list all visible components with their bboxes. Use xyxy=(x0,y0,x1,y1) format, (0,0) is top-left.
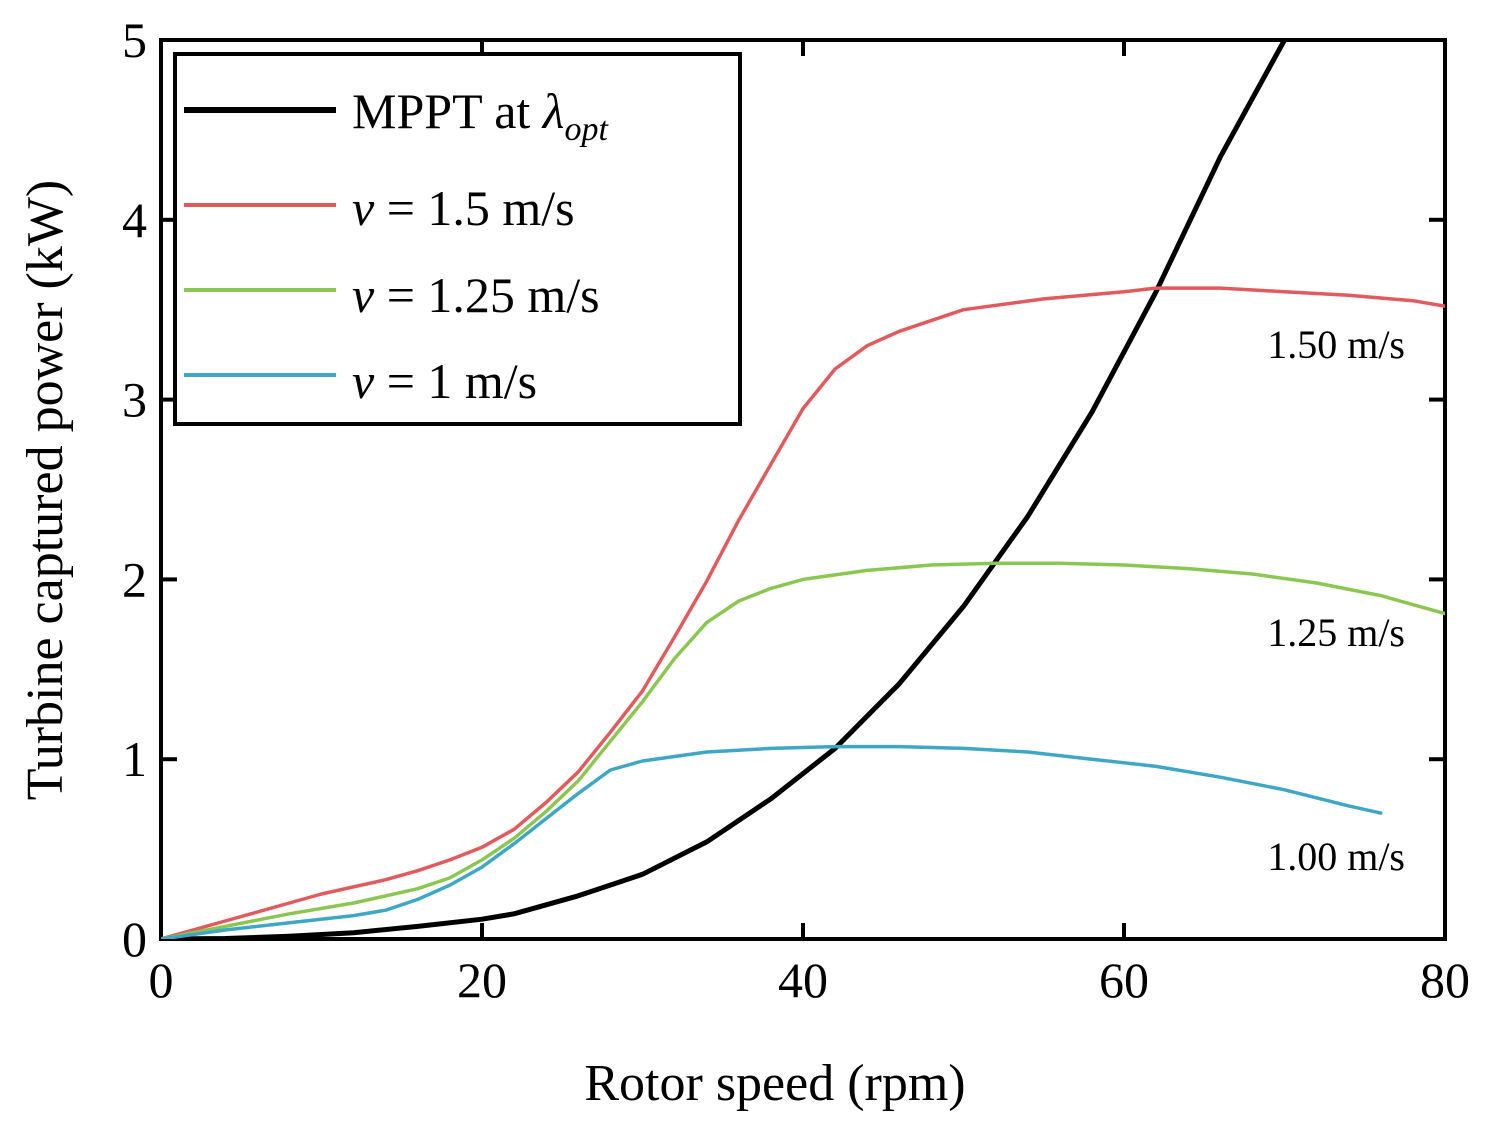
legend-entry-1-5: v = 1.5 m/s xyxy=(352,180,575,236)
end-label-1-00: 1.00 m/s xyxy=(1267,834,1405,879)
x-tick-label: 40 xyxy=(778,952,828,1008)
legend-entry-mppt: MPPT at λopt xyxy=(352,83,609,148)
y-tick-label: 2 xyxy=(122,551,147,607)
axis-tick-labels: 0 20 40 60 80 0 1 2 3 4 5 xyxy=(122,12,1470,1008)
legend: MPPT at λopt v = 1.5 m/s v = 1.25 m/s v … xyxy=(173,52,742,426)
x-tick-label: 60 xyxy=(1099,952,1149,1008)
y-tick-label: 1 xyxy=(122,731,147,787)
end-label-1-5: 1.50 m/s xyxy=(1267,322,1405,367)
x-tick-label: 0 xyxy=(149,952,174,1008)
legend-box xyxy=(173,52,742,426)
legend-entry-1-25: v = 1.25 m/s xyxy=(352,267,600,323)
y-tick-label: 4 xyxy=(122,192,147,248)
series-line-1-5 xyxy=(161,286,1445,939)
y-tick-label: 5 xyxy=(122,12,147,68)
x-tick-label: 80 xyxy=(1420,952,1470,1008)
y-tick-label: 0 xyxy=(122,911,147,967)
series-line-mppt xyxy=(161,40,1288,939)
x-axis-label: Rotor speed (rpm) xyxy=(584,1055,965,1112)
series-lines xyxy=(161,40,1445,939)
end-label-1-25: 1.25 m/s xyxy=(1267,610,1405,655)
x-tick-label: 20 xyxy=(457,952,507,1008)
y-axis-label: Turbine captured power (kW) xyxy=(17,180,74,800)
legend-entry-1-00: v = 1 m/s xyxy=(352,353,537,409)
series-line-1-25 xyxy=(161,561,1445,939)
series-line-1-00 xyxy=(161,744,1383,939)
y-tick-label: 3 xyxy=(122,372,147,428)
